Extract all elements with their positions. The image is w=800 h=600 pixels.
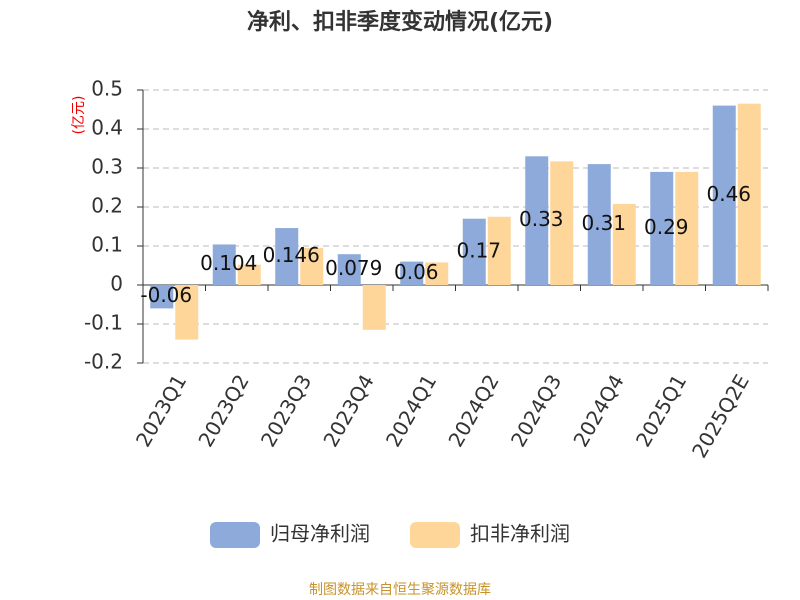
bar: [712, 105, 736, 285]
y-tick-label: -0.1: [84, 311, 123, 335]
y-tick-label: -0.2: [84, 350, 123, 374]
x-tick-label: 2024Q3: [506, 370, 566, 451]
data-label: 0.146: [263, 243, 320, 267]
bar: [525, 156, 549, 285]
source-note: 制图数据来自恒生聚源数据库: [309, 582, 491, 598]
x-tick-label: 2023Q4: [318, 370, 378, 451]
data-label: 0.06: [394, 260, 439, 284]
y-tick-label: 0.5: [91, 77, 123, 101]
bar: [612, 203, 636, 285]
data-label: 0.31: [581, 211, 626, 235]
bar: [150, 285, 174, 309]
x-tick-label: 2024Q1: [381, 370, 441, 451]
data-label: 0.46: [706, 182, 751, 206]
data-label: -0.06: [140, 283, 192, 307]
x-tick-label: 2023Q1: [131, 370, 191, 451]
x-tick-label: 2025Q2E: [687, 370, 754, 462]
bar: [462, 218, 486, 285]
bar: [275, 228, 299, 285]
bar: [675, 171, 699, 285]
x-tick-label: 2024Q4: [568, 370, 628, 451]
data-label: 0.17: [456, 238, 501, 262]
x-tick-label: 2023Q2: [193, 370, 253, 451]
bar: [300, 247, 324, 285]
bar: [400, 261, 424, 285]
data-label: 0.33: [519, 207, 564, 231]
chart-title: 净利、扣非季度变动情况(亿元): [247, 9, 553, 35]
y-tick-label: 0.3: [91, 155, 123, 179]
bar: [237, 264, 261, 285]
y-tick-label: 0.4: [91, 116, 123, 140]
legend-label: 扣非净利润: [470, 522, 570, 546]
bar: [337, 254, 361, 285]
y-tick-label: 0.1: [91, 233, 123, 257]
y-tick-label: 0.2: [91, 194, 123, 218]
data-label: 0.104: [200, 251, 257, 275]
bar: [650, 171, 674, 285]
bar: [362, 285, 386, 330]
data-label: 0.29: [644, 215, 689, 239]
x-tick-label: 2024Q2: [443, 370, 503, 451]
x-tick-label: 2023Q3: [256, 370, 316, 451]
data-label: 0.079: [325, 256, 382, 280]
bar: [550, 161, 574, 285]
x-tick-label: 2025Q1: [631, 370, 691, 451]
bar: [587, 164, 611, 285]
legend-label: 归母净利润: [270, 522, 370, 546]
legend-swatch: [410, 522, 460, 548]
bar: [487, 216, 511, 285]
legend-swatch: [210, 522, 260, 548]
bar: [737, 103, 761, 286]
y-tick-label: 0: [110, 272, 123, 296]
bar: [212, 244, 236, 285]
bar: [425, 262, 449, 285]
y-axis-label: (亿元): [71, 96, 87, 135]
bar: [175, 285, 199, 340]
